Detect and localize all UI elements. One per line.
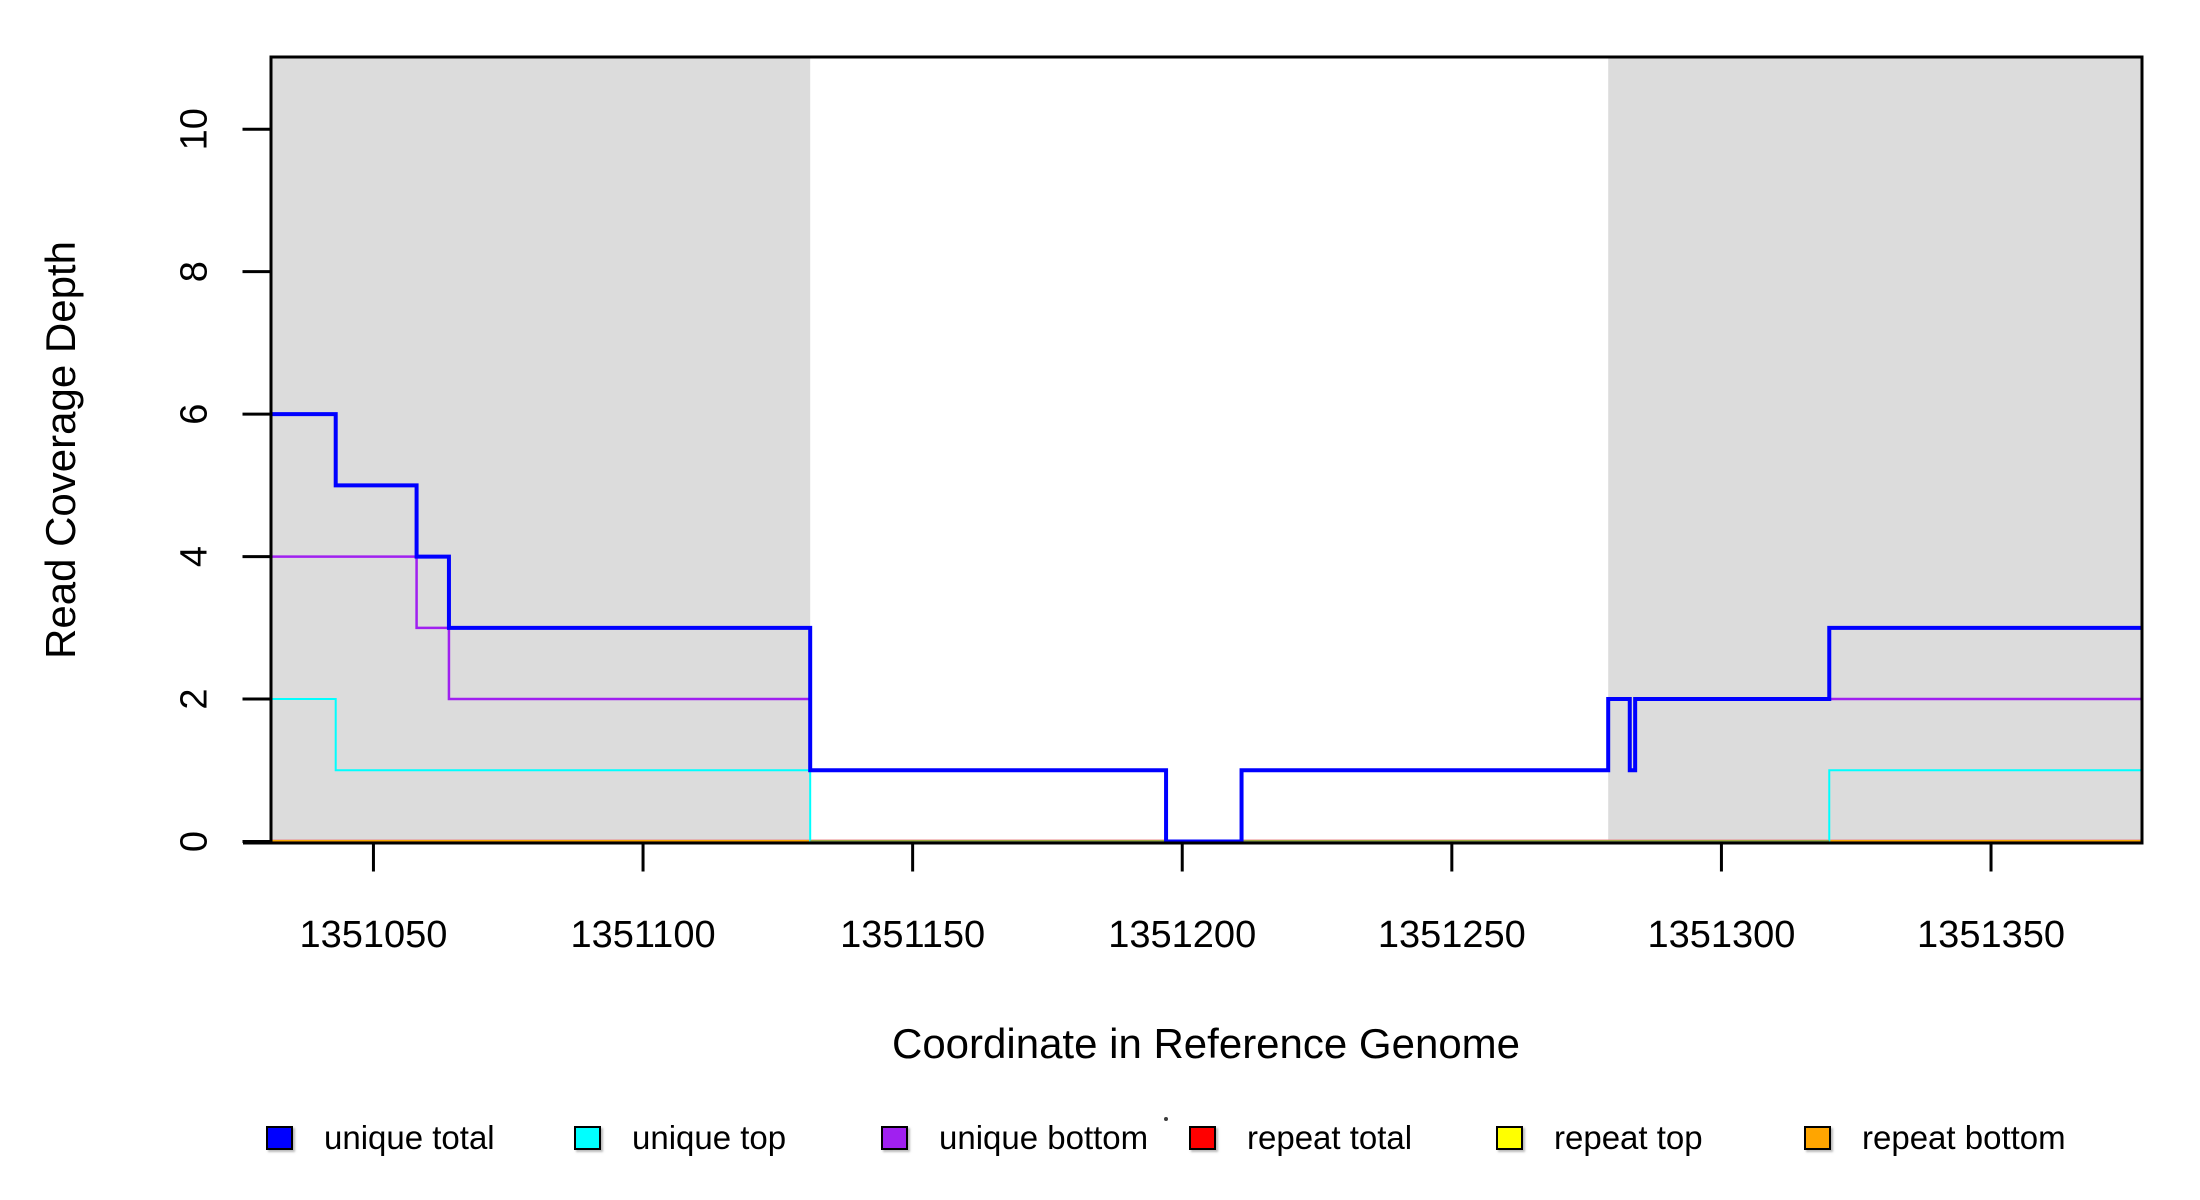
y-tick-label: 6 [173,404,215,425]
shaded-region-left [271,58,811,843]
x-tick-label: 1351150 [840,914,985,956]
y-tick-label: 10 [173,108,215,150]
series-unique-top [271,698,2142,843]
x-tick-label: 1351300 [1647,914,1795,956]
ticks-layer: 1351050 1351100 1351150 1351200 1351250 13513… [173,108,2065,956]
x-tick-label: 1351200 [1108,914,1256,956]
plot-box [269,55,2144,845]
y-tick-label: 4 [173,546,215,567]
shaded-region-right [1608,58,2142,843]
stray-dot [1164,1117,1168,1121]
y-tick-label: 2 [173,688,215,709]
x-tick-label: 1351100 [570,914,715,956]
shaded-regions-layer [271,58,2142,843]
y-tick-label: 8 [173,261,215,282]
y-axis-title: Read Coverage Depth [37,241,84,659]
x-tick-label: 1351050 [299,914,447,956]
x-tick-label: 1351250 [1378,914,1526,956]
x-tick-label: 1351350 [1917,914,2065,956]
y-tick-label: 0 [173,831,215,852]
x-axis-title: Coordinate in Reference Genome [892,1020,1520,1067]
